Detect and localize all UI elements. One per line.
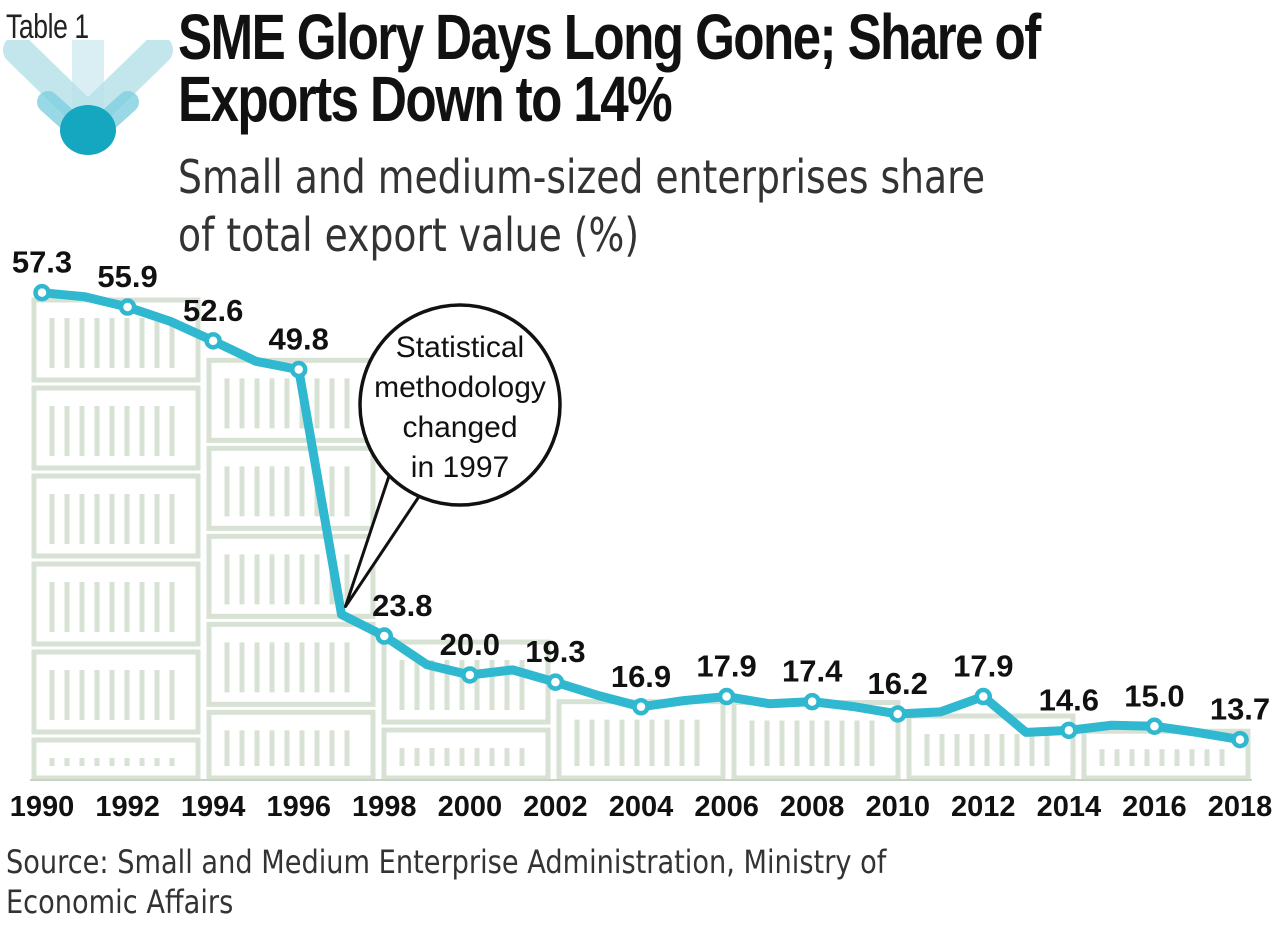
container-box [381,727,551,781]
annotation-line-4: in 1997 [411,451,509,484]
title-line-1: SME Glory Days Long Gone; Share of [178,1,1041,73]
data-label-2000: 20.0 [440,627,500,662]
container-box [31,385,201,471]
data-label-1994: 52.6 [183,293,243,328]
container-box [906,713,1076,781]
data-point-2010 [888,705,907,723]
annotation-pointer [344,472,422,609]
annotation-line-3: changed [402,411,517,444]
x-tick-label-2012: 2012 [951,791,1016,823]
container-box [206,533,376,619]
data-label-1996: 49.8 [269,322,329,357]
annotation-line-2: methodology [374,371,546,404]
container-box [31,737,201,781]
container-box [206,709,376,781]
data-label-2016: 15.0 [1124,678,1184,713]
data-label-2018: 13.7 [1210,692,1270,727]
chart-title: SME Glory Days Long Gone; Share of Expor… [178,1,1250,135]
data-point-2000 [461,666,479,684]
x-tick-label-2004: 2004 [609,791,674,823]
data-point-2008 [803,692,821,711]
data-point-1998 [375,627,394,645]
data-label-1992: 55.9 [97,259,157,294]
data-point-2018 [1231,730,1249,749]
data-point-1994 [204,332,222,350]
data-point-2016 [1145,717,1164,735]
source-line-1: Source: Small and Medium Enterprise Admi… [6,843,887,881]
x-tick-label-2010: 2010 [865,791,930,823]
x-tick-label-2006: 2006 [694,791,759,823]
data-label-2004: 16.9 [611,659,671,694]
data-label-2002: 19.3 [525,634,585,669]
subtitle-line-1: Small and medium-sized enterprises share [178,150,986,204]
x-tick-label-2018: 2018 [1208,791,1273,823]
x-tick-label-2014: 2014 [1037,791,1102,823]
x-tick-label-1992: 1992 [95,791,160,823]
container-box [31,561,201,647]
annotation-line-1: Statistical [396,331,524,364]
data-label-2014: 14.6 [1039,682,1099,717]
data-point-2014 [1060,721,1078,740]
chart-subtitle: Small and medium-sized enterprises share… [178,148,1244,264]
data-point-2004 [632,698,650,716]
source-line-2: Economic Affairs [6,883,234,921]
container-box [31,473,201,559]
data-point-2006 [717,687,736,706]
data-label-1998: 23.8 [372,588,432,623]
x-tick-label-1990: 1990 [10,791,75,823]
data-point-2002 [546,673,565,691]
container-pattern-background [31,297,1251,781]
container-box [206,445,376,531]
x-tick-label-1998: 1998 [352,791,417,823]
subtitle-line-2: of total export value (%) [178,208,640,262]
data-label-1990: 57.3 [12,245,72,280]
data-label-2008: 17.4 [782,654,843,689]
data-label-2012: 17.9 [953,649,1013,684]
data-point-1992 [118,298,137,316]
x-tick-label-2002: 2002 [523,791,588,823]
source-note: Source: Small and Medium Enterprise Admi… [6,842,1162,922]
container-box [206,621,376,707]
title-line-2: Exports Down to 14% [178,63,673,135]
chevron-down-logo-icon [3,40,173,155]
container-box [31,649,201,735]
data-point-2012 [974,687,993,706]
x-tick-label-2000: 2000 [438,791,503,823]
annotation-bubble [358,303,562,507]
x-tick-label-1996: 1996 [266,791,331,823]
data-point-1996 [289,360,308,379]
x-tick-label-1994: 1994 [181,791,246,823]
data-label-2010: 16.2 [868,666,928,701]
x-tick-label-2016: 2016 [1122,791,1187,823]
x-tick-label-2008: 2008 [780,791,845,823]
data-point-1990 [33,283,51,302]
data-label-2006: 17.9 [696,649,756,684]
